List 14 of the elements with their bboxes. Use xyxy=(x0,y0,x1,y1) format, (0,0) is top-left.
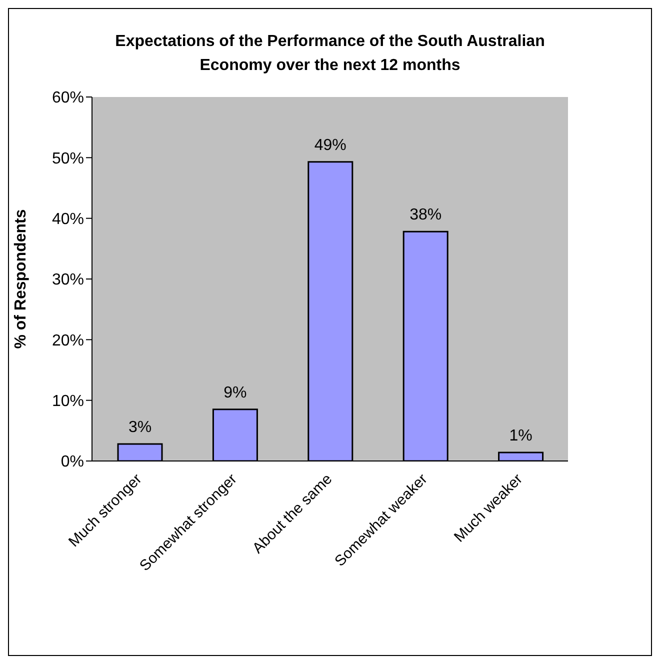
y-tick-label: 30% xyxy=(52,272,84,289)
data-label: 38% xyxy=(410,206,442,224)
data-label: 49% xyxy=(314,136,346,154)
y-axis-title: % of Respondents xyxy=(12,209,30,349)
y-tick-label: 50% xyxy=(52,150,84,168)
y-tick-label: 10% xyxy=(52,393,84,410)
y-tick-label: 0% xyxy=(60,454,84,471)
y-tick-label: 60% xyxy=(52,90,84,107)
data-label: 3% xyxy=(128,419,152,436)
data-label: 9% xyxy=(224,384,247,402)
data-label: 1% xyxy=(509,428,532,445)
chart-title: Expectations of the Performance of the South Australian Economy over the next 12 months xyxy=(114,32,546,76)
y-tick-label: 40% xyxy=(52,211,84,228)
y-tick-label: 20% xyxy=(52,332,84,350)
